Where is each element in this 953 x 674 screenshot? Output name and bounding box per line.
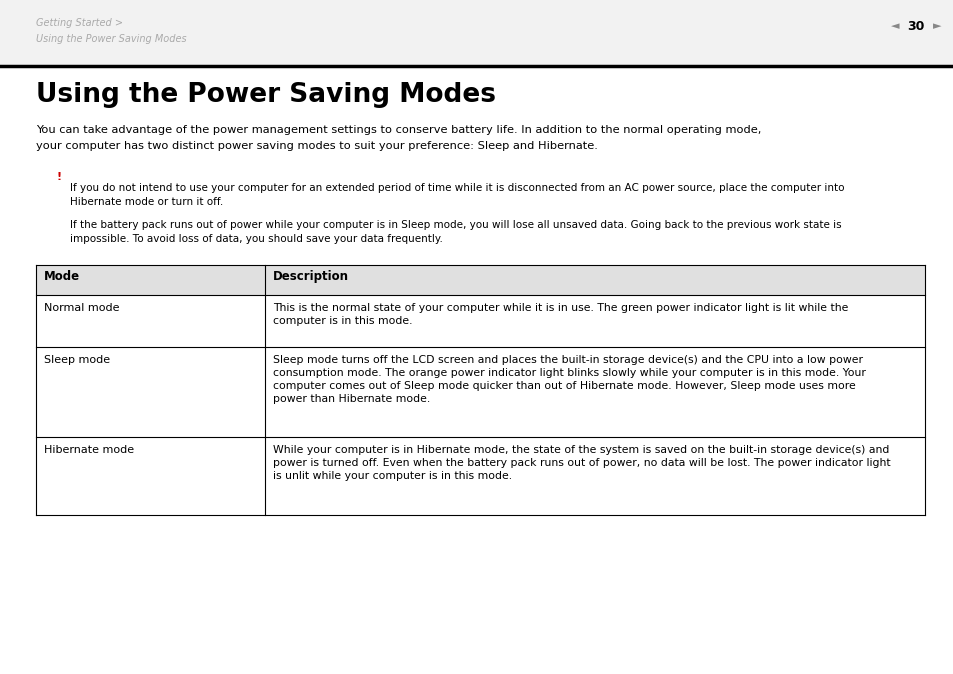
Text: Mode: Mode <box>44 270 80 283</box>
Text: Using the Power Saving Modes: Using the Power Saving Modes <box>36 34 187 44</box>
Text: is unlit while your computer is in this mode.: is unlit while your computer is in this … <box>273 471 512 481</box>
Text: ►: ► <box>932 21 941 31</box>
Bar <box>36 265 924 295</box>
Text: Sleep mode turns off the LCD screen and places the built-in storage device(s) an: Sleep mode turns off the LCD screen and … <box>273 355 862 365</box>
Text: Getting Started >: Getting Started > <box>36 18 123 28</box>
Text: impossible. To avoid loss of data, you should save your data frequently.: impossible. To avoid loss of data, you s… <box>70 234 442 244</box>
Text: power than Hibernate mode.: power than Hibernate mode. <box>273 394 430 404</box>
Text: power is turned off. Even when the battery pack runs out of power, no data will : power is turned off. Even when the batte… <box>273 458 890 468</box>
Text: computer is in this mode.: computer is in this mode. <box>273 316 412 326</box>
Text: Hibernate mode or turn it off.: Hibernate mode or turn it off. <box>70 197 223 207</box>
Text: Hibernate mode: Hibernate mode <box>44 445 134 455</box>
Text: Using the Power Saving Modes: Using the Power Saving Modes <box>36 82 496 108</box>
Text: Description: Description <box>273 270 349 283</box>
Text: 30: 30 <box>906 20 923 32</box>
Text: Sleep mode: Sleep mode <box>44 355 110 365</box>
Text: your computer has two distinct power saving modes to suit your preference: Sleep: your computer has two distinct power sav… <box>36 141 598 151</box>
Bar <box>0 0 953 68</box>
Text: !: ! <box>57 172 62 182</box>
Text: ◄: ◄ <box>890 21 899 31</box>
Text: This is the normal state of your computer while it is in use. The green power in: This is the normal state of your compute… <box>273 303 847 313</box>
Text: If the battery pack runs out of power while your computer is in Sleep mode, you : If the battery pack runs out of power wh… <box>70 220 841 230</box>
Text: While your computer is in Hibernate mode, the state of the system is saved on th: While your computer is in Hibernate mode… <box>273 445 888 455</box>
Text: Normal mode: Normal mode <box>44 303 119 313</box>
Text: You can take advantage of the power management settings to conserve battery life: You can take advantage of the power mana… <box>36 125 760 135</box>
Text: consumption mode. The orange power indicator light blinks slowly while your comp: consumption mode. The orange power indic… <box>273 368 865 378</box>
Text: computer comes out of Sleep mode quicker than out of Hibernate mode. However, Sl: computer comes out of Sleep mode quicker… <box>273 381 855 391</box>
Text: If you do not intend to use your computer for an extended period of time while i: If you do not intend to use your compute… <box>70 183 843 193</box>
